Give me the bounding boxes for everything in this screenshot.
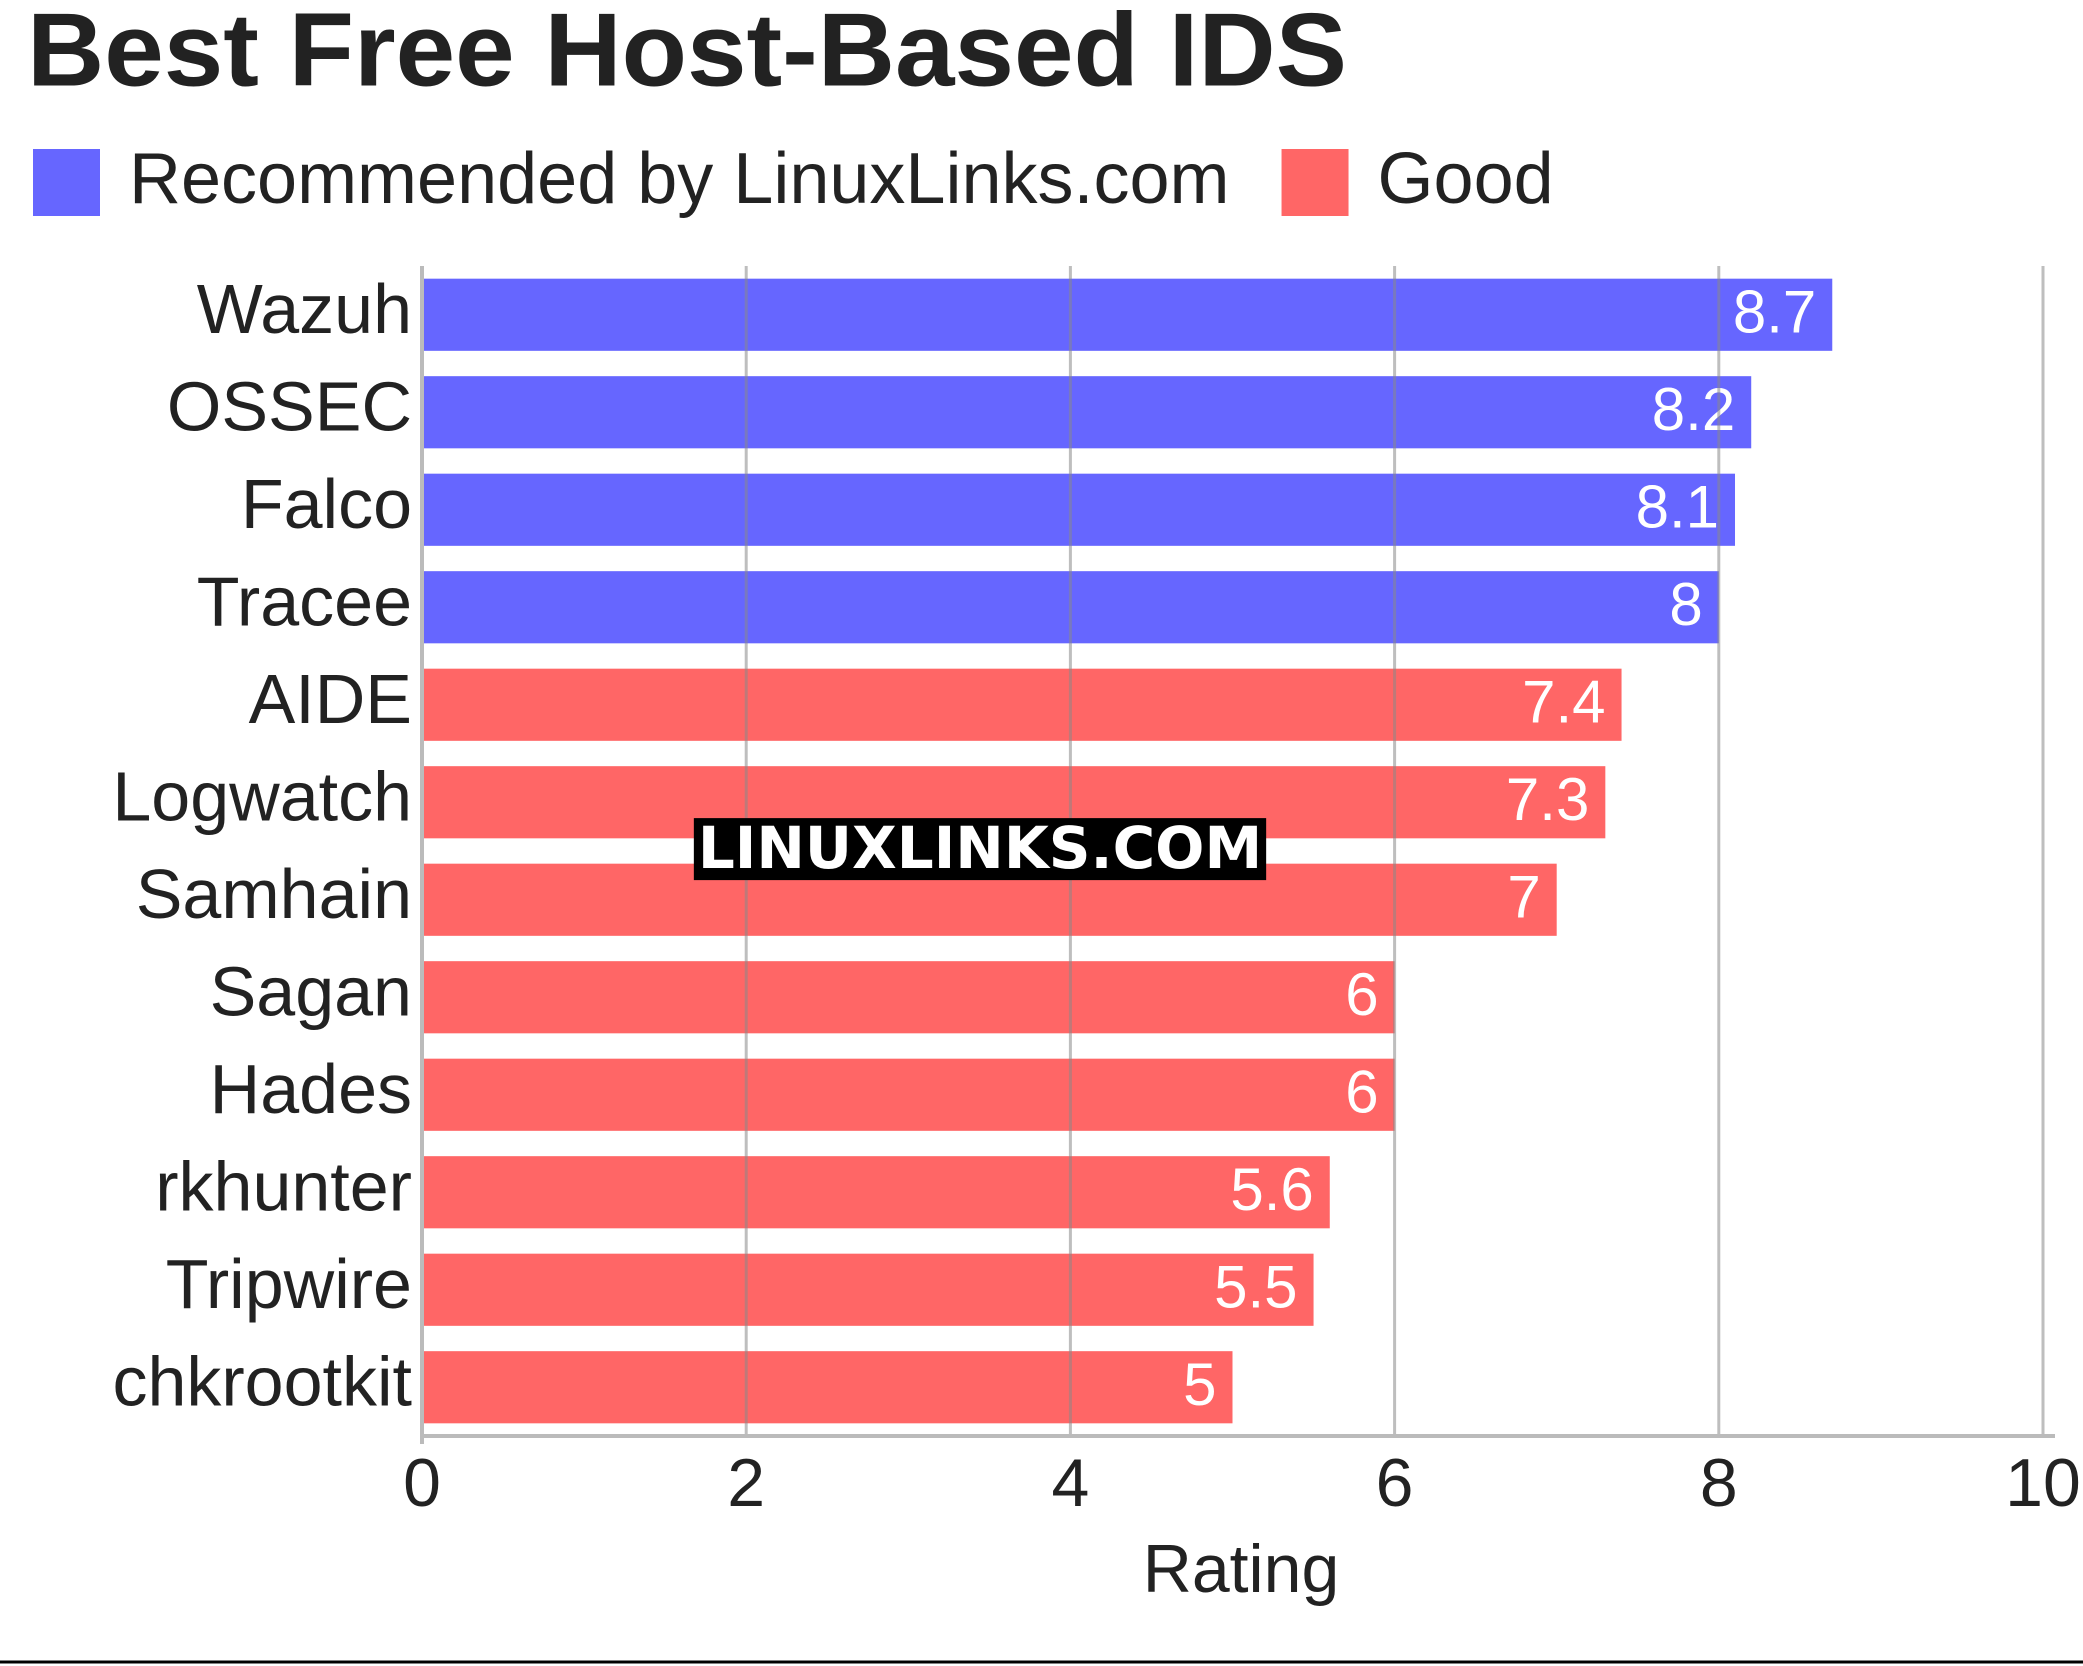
value-label: 7 [1507, 864, 1540, 931]
x-tick-label: 0 [403, 1445, 441, 1521]
y-tick-label: Tracee [197, 563, 412, 641]
bar [422, 278, 1833, 351]
bar [422, 668, 1622, 741]
y-tick-label: Samhain [136, 855, 412, 933]
y-tick-label: OSSEC [167, 368, 412, 446]
y-tick-label: Sagan [210, 953, 412, 1031]
bar [422, 1058, 1395, 1131]
value-label: 5.6 [1230, 1156, 1313, 1223]
value-label: 8.1 [1636, 474, 1719, 541]
bar [422, 376, 1752, 449]
x-tick-label: 4 [1051, 1445, 1089, 1521]
x-tick-label: 6 [1376, 1445, 1414, 1521]
bar [422, 1253, 1314, 1326]
y-tick-label: Falco [241, 465, 412, 543]
x-tick-label: 10 [2005, 1445, 2081, 1521]
legend-swatch [33, 149, 100, 216]
x-tick-label: 2 [727, 1445, 765, 1521]
value-label: 5 [1183, 1351, 1216, 1418]
value-label: 7.3 [1506, 766, 1589, 833]
watermark: LINUXLINKS.COM [698, 814, 1262, 882]
value-label: 5.5 [1214, 1254, 1297, 1321]
y-tick-label: chkrootkit [112, 1343, 412, 1421]
value-label: 8.2 [1652, 376, 1735, 443]
value-label: 8.7 [1733, 279, 1816, 346]
x-tick-label: 8 [1700, 1445, 1738, 1521]
bar [422, 473, 1736, 546]
y-tick-label: rkhunter [155, 1148, 412, 1226]
value-label: 8 [1669, 571, 1702, 638]
bar [422, 1156, 1330, 1229]
legend-label: Recommended by LinuxLinks.com [129, 139, 1230, 219]
y-tick-label: Tripwire [166, 1245, 412, 1323]
value-label: 6 [1345, 961, 1378, 1028]
bar [422, 961, 1395, 1034]
y-tick-label: Hades [210, 1050, 412, 1128]
y-tick-label: Wazuh [197, 270, 412, 348]
value-label: 7.4 [1522, 669, 1605, 736]
value-label: 6 [1345, 1059, 1378, 1126]
y-tick-label: AIDE [249, 660, 412, 738]
y-tick-label: Logwatch [112, 758, 412, 836]
bar [422, 1351, 1233, 1424]
chart-title: Best Free Host-Based IDS [27, 0, 1347, 108]
watermark-box [693, 818, 1267, 881]
legend-label: Good [1378, 139, 1554, 219]
x-axis-title: Rating [1143, 1531, 1340, 1607]
legend-swatch [1281, 149, 1349, 216]
